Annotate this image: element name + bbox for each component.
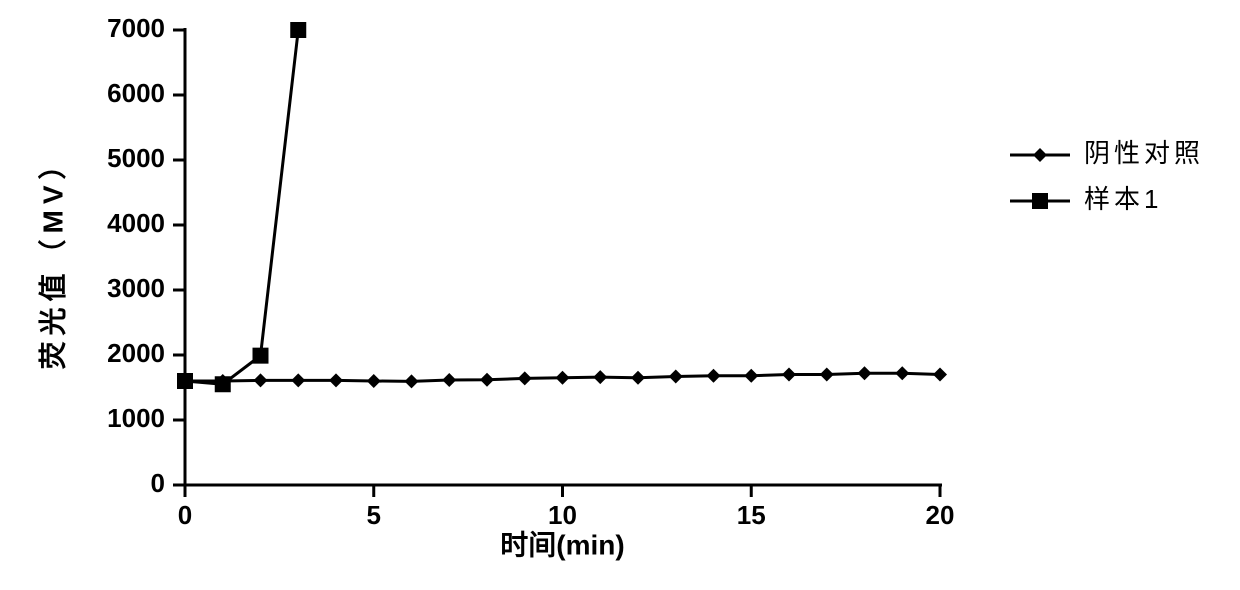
data-marker xyxy=(782,368,796,382)
data-marker xyxy=(669,369,683,383)
y-tick-label: 2000 xyxy=(107,338,165,368)
data-marker xyxy=(329,373,343,387)
y-tick-label: 1000 xyxy=(107,403,165,433)
data-marker xyxy=(405,374,419,388)
data-marker xyxy=(707,369,721,383)
data-marker xyxy=(593,370,607,384)
data-marker xyxy=(933,368,947,382)
y-tick-label: 0 xyxy=(151,468,165,498)
data-marker xyxy=(177,373,193,389)
data-marker xyxy=(1033,148,1047,162)
data-marker xyxy=(631,371,645,385)
data-marker xyxy=(820,368,834,382)
data-marker xyxy=(556,371,570,385)
data-marker xyxy=(895,366,909,380)
data-marker xyxy=(367,374,381,388)
y-axis-label: 荧光值（MV） xyxy=(36,145,68,369)
data-marker xyxy=(518,371,532,385)
x-axis-label: 时间(min) xyxy=(500,529,624,560)
data-marker xyxy=(858,366,872,380)
data-marker xyxy=(253,348,269,364)
x-tick-label: 15 xyxy=(737,500,766,530)
x-tick-label: 10 xyxy=(548,500,577,530)
legend-label: 样本1 xyxy=(1084,184,1162,214)
data-marker xyxy=(215,376,231,392)
data-marker xyxy=(442,373,456,387)
y-tick-label: 5000 xyxy=(107,143,165,173)
chart-svg: 0 5 10 15 20 0 1000 2000 3000 4000 5000 6000 7000 时间(… xyxy=(0,0,1240,590)
y-tick-label: 4000 xyxy=(107,208,165,238)
data-marker xyxy=(291,373,305,387)
legend-label: 阴性对照 xyxy=(1084,138,1204,168)
y-tick-label: 6000 xyxy=(107,78,165,108)
y-tick-label: 3000 xyxy=(107,273,165,303)
chart-container: 0 5 10 15 20 0 1000 2000 3000 4000 5000 6000 7000 时间(… xyxy=(0,0,1240,590)
y-tick-label: 7000 xyxy=(107,13,165,43)
series-line xyxy=(185,30,298,384)
data-marker xyxy=(290,22,306,38)
data-marker xyxy=(1032,193,1048,209)
x-tick-label: 0 xyxy=(178,500,192,530)
data-marker xyxy=(480,373,494,387)
data-marker xyxy=(254,373,268,387)
x-tick-label: 20 xyxy=(926,500,955,530)
x-tick-label: 5 xyxy=(367,500,381,530)
data-marker xyxy=(744,369,758,383)
